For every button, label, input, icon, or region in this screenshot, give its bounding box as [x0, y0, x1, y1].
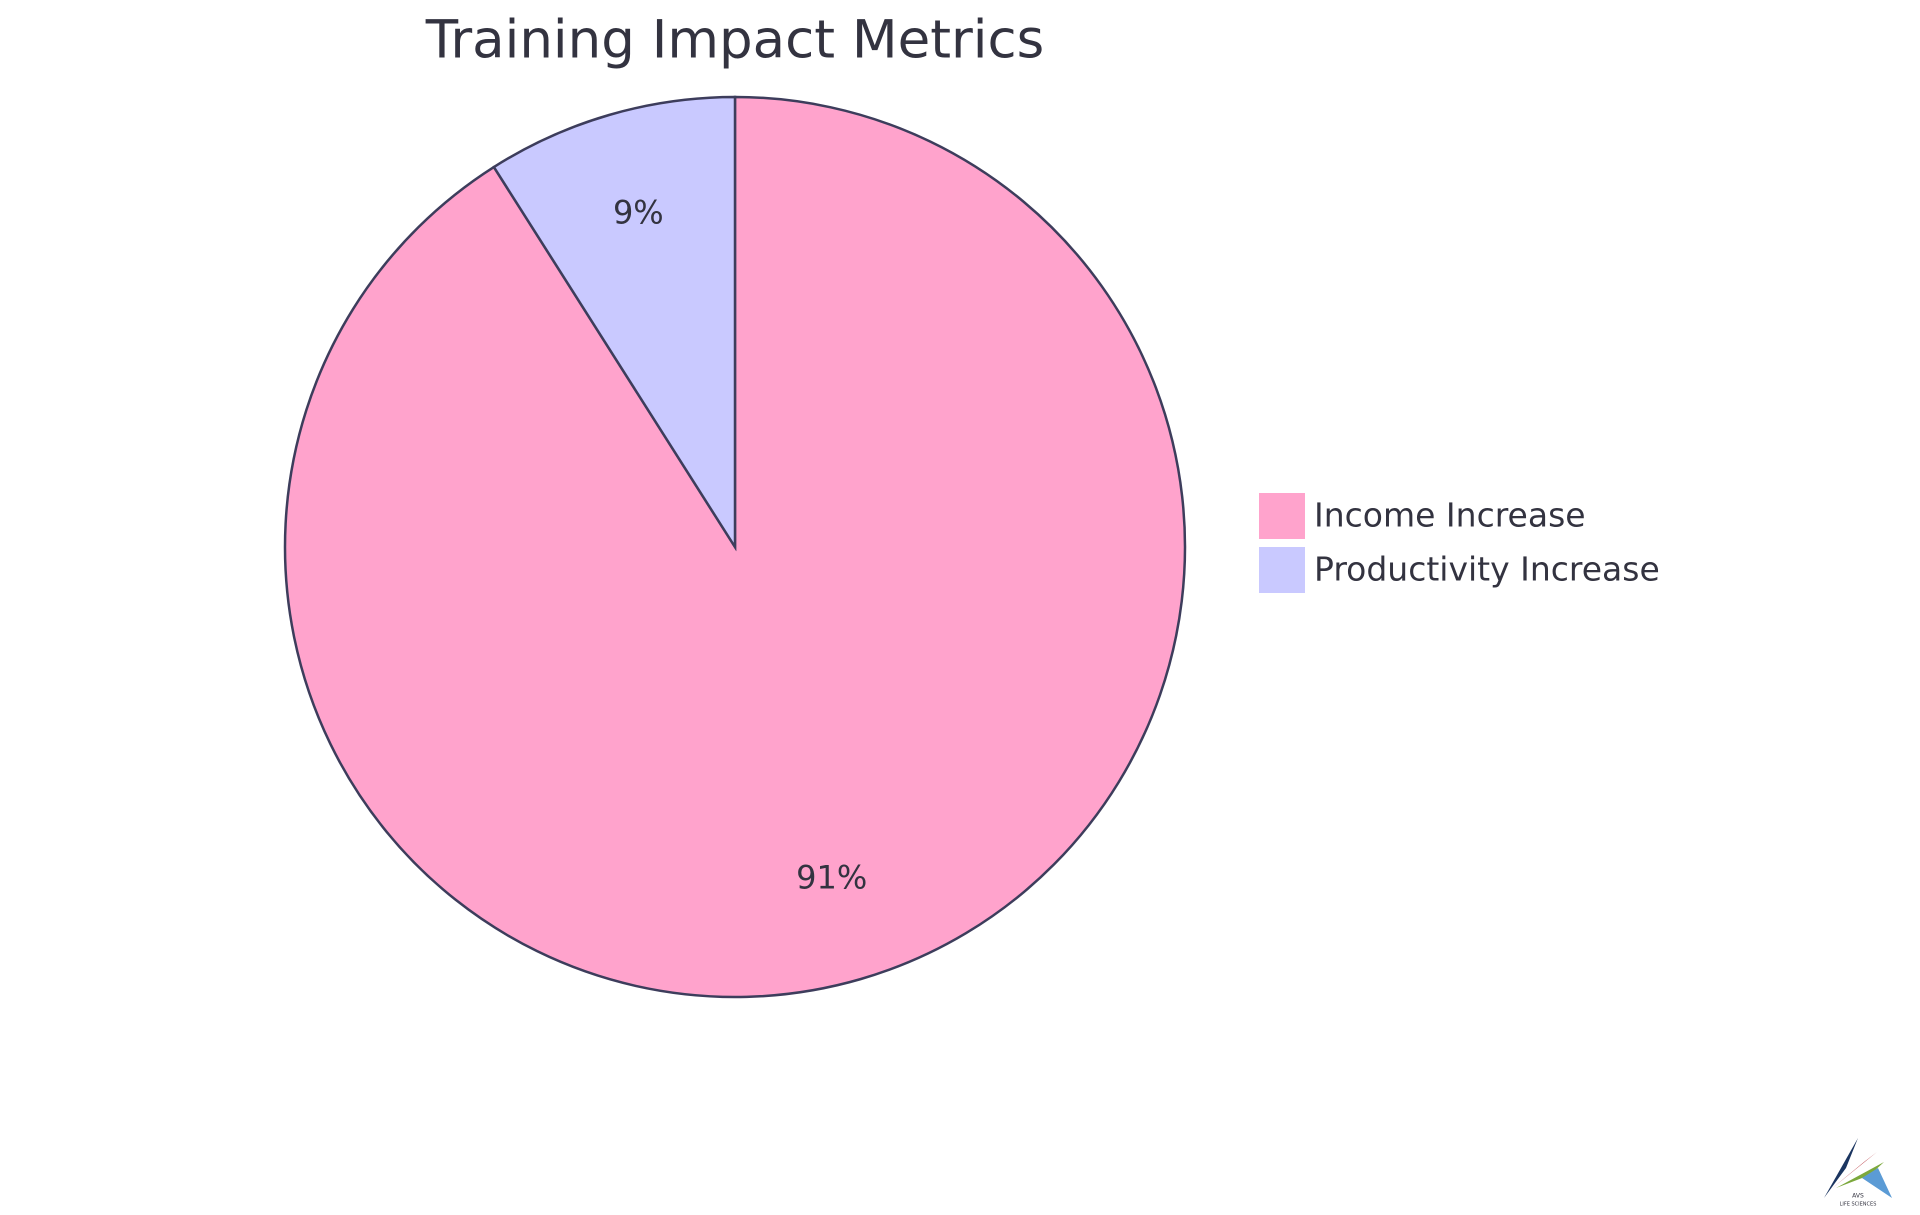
logo: AVS LIFE SCIENCES	[1824, 1138, 1892, 1208]
logo-tagline: LIFE SCIENCES	[1840, 1202, 1877, 1208]
legend-swatch	[1259, 493, 1305, 539]
legend-swatch	[1259, 547, 1305, 593]
logo-name: AVS	[1852, 1193, 1864, 1200]
slice-label: 91%	[796, 859, 867, 897]
slice-label: 9%	[613, 193, 664, 231]
logo-shape	[1836, 1162, 1884, 1188]
logo-shape	[1862, 1168, 1892, 1198]
legend-label: Productivity Increase	[1314, 550, 1660, 589]
chart-title: Training Impact Metrics	[425, 10, 1045, 71]
legend-label: Income Increase	[1314, 496, 1586, 535]
pie-slice	[492, 95, 737, 552]
logo-shape	[1830, 1152, 1877, 1190]
logo-shape	[1824, 1138, 1858, 1198]
